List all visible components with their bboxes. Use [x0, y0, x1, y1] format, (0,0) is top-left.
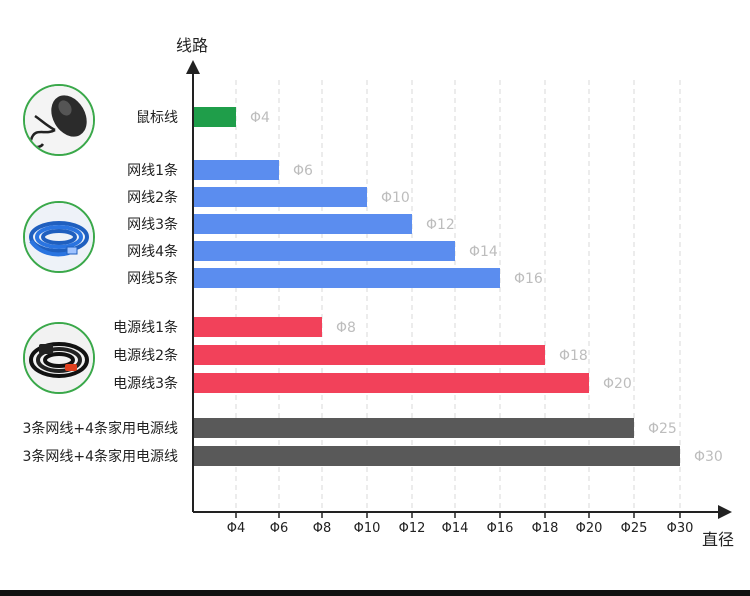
power-cable-icon	[23, 322, 95, 394]
x-tick-label: Φ12	[399, 521, 426, 536]
bar	[194, 107, 236, 127]
x-tick-label: Φ14	[442, 521, 469, 536]
bar	[194, 373, 589, 393]
bar-value-label: Φ8	[336, 320, 356, 336]
x-tick-label: Φ16	[487, 521, 514, 536]
bar	[194, 345, 545, 365]
bar-category-label: 电源线3条	[113, 375, 178, 392]
bar	[194, 214, 412, 234]
x-axis-arrow	[718, 505, 732, 519]
x-tick-label: Φ20	[576, 521, 603, 536]
bar-value-label: Φ25	[648, 421, 677, 437]
bar	[194, 446, 680, 466]
bar	[194, 418, 634, 438]
y-axis-arrow	[186, 60, 200, 74]
bar	[194, 268, 500, 288]
x-tick-label: Φ4	[227, 521, 246, 536]
x-tick-label: Φ30	[667, 521, 694, 536]
bar-value-label: Φ6	[293, 163, 313, 179]
x-tick-label: Φ10	[354, 521, 381, 536]
bar-category-label: 网线1条	[127, 162, 178, 179]
bar-value-label: Φ4	[250, 110, 270, 126]
bottom-border	[0, 590, 750, 596]
mouse-cable-icon	[23, 84, 95, 156]
bar-category-label: 网线3条	[127, 216, 178, 233]
x-tick-label: Φ6	[270, 521, 289, 536]
bar-category-label: 电源线1条	[113, 319, 178, 336]
x-tick-label: Φ25	[621, 521, 648, 536]
x-axis-title: 直径	[702, 530, 734, 549]
bar-category-label: 电源线2条	[113, 347, 178, 364]
bar	[194, 241, 455, 261]
bar	[194, 160, 279, 180]
bar-category-label: 鼠标线	[136, 110, 178, 126]
y-axis-title: 线路	[176, 36, 208, 55]
bar-value-label: Φ16	[514, 271, 543, 287]
bar	[194, 317, 322, 337]
bar	[194, 187, 367, 207]
bar-value-label: Φ20	[603, 376, 632, 392]
bar-category-label: 网线4条	[127, 243, 178, 260]
bar-value-label: Φ14	[469, 244, 498, 260]
bar-category-label: 网线2条	[127, 189, 178, 206]
bar-value-label: Φ10	[381, 190, 410, 206]
bar-value-label: Φ12	[426, 217, 455, 233]
x-tick-label: Φ8	[313, 521, 332, 536]
bar-category-label: 网线5条	[127, 270, 178, 287]
bar-value-label: Φ30	[694, 449, 723, 465]
network-cable-icon	[23, 201, 95, 273]
bar-category-label: 3条网线+4条家用电源线	[22, 420, 178, 437]
x-tick-label: Φ18	[532, 521, 559, 536]
bar-value-label: Φ18	[559, 348, 588, 364]
bar-category-label: 3条网线+4条家用电源线	[22, 448, 178, 465]
